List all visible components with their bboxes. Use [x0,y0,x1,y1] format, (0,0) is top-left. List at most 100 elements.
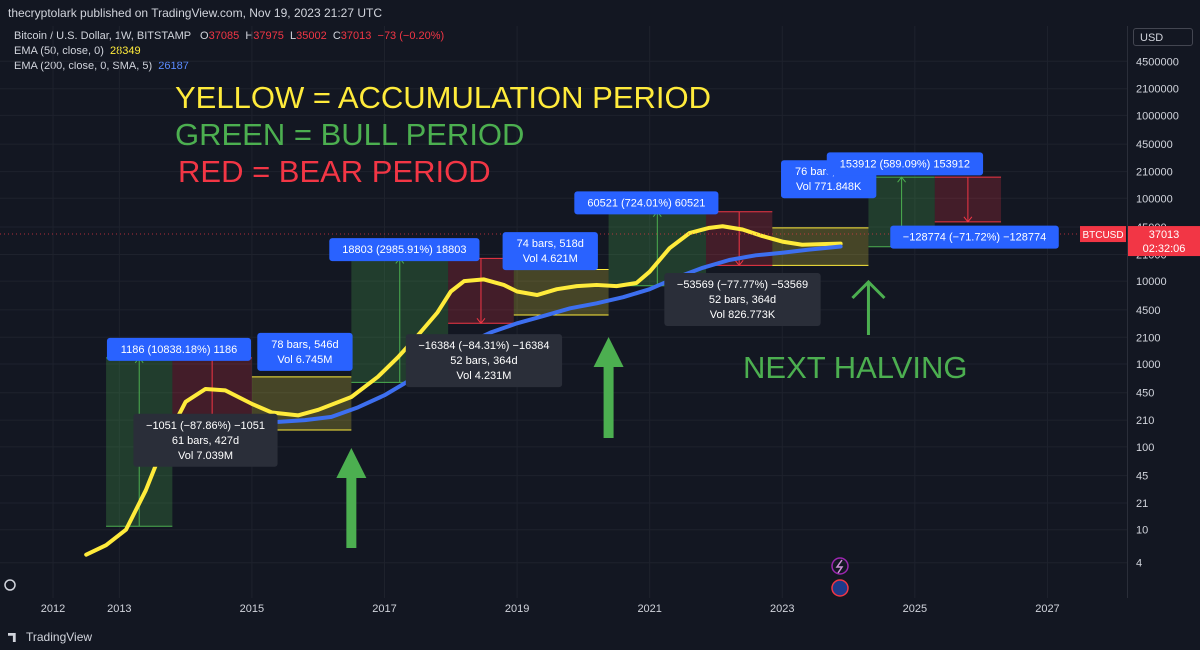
x-tick-label: 2012 [41,603,65,615]
measure-label-box [890,225,1059,249]
annotation-text: RED = BEAR PERIOD [178,154,491,189]
high-value: 37975 [253,30,284,42]
symbol-row[interactable]: Bitcoin / U.S. Dollar, 1W, BITSTAMP O370… [14,29,444,44]
bull-period-arrow-head [897,176,906,183]
high-label: H [245,30,254,42]
halving-arrow [593,337,624,438]
measure-label-text: 18803 (2985.91%) 18803 [342,244,466,256]
ema50-label: EMA (50, close, 0) [14,45,104,57]
measure-label: 78 bars, 546d Vol 6.745M [257,332,353,371]
ema200-line [276,244,843,424]
symbol-label: Bitcoin / U.S. Dollar, 1W, BITSTAMP [14,30,191,42]
annotation-text: YELLOW = ACCUMULATION PERIOD [175,80,711,115]
measure-label-text: 78 bars, 546d [271,339,338,351]
y-tick-label: 1000000 [1136,110,1179,122]
currency-selector[interactable]: USD [1133,28,1193,46]
measure-label-box [329,238,480,262]
x-tick-label: 2025 [903,603,927,615]
measure-label-text: Vol 4.621M [523,253,578,265]
ema200-row[interactable]: EMA (200, close, 0, SMA, 5) 26187 [14,59,444,74]
measure-label: −16384 (−84.31%) −16384 52 bars, 364d Vol … [405,334,563,388]
halving-arrow [336,448,367,548]
tradingview-logo[interactable]: TradingView [8,630,92,644]
measure-label: −53569 (−77.77%) −53569 52 bars, 364d Vol … [664,273,821,327]
ema50-value: 28349 [110,45,141,57]
measure-label-box [133,413,278,467]
y-tick-label: 210000 [1136,167,1173,179]
x-tick-label: 2019 [505,603,529,615]
y-tick-label: 2100 [1136,332,1160,344]
change-value: −73 (−0.20%) [377,30,445,42]
price-axis-separator [1127,26,1128,598]
price-tag-box [1128,226,1200,257]
measure-label-text: −128774 (−71.72%) −128774 [903,232,1046,244]
top-bar: thecryptolark published on TradingView.c… [0,0,1200,26]
annotation-text: NEXT HALVING [743,350,968,385]
measure-label-text: Vol 6.745M [277,354,332,366]
ema50-row[interactable]: EMA (50, close, 0) 28349 [14,44,444,59]
measure-label-box [826,152,984,176]
drawing-tool-icon [4,579,16,591]
y-tick-label: 100 [1136,442,1154,454]
measure-label: 60521 (724.01%) 60521 [574,191,719,215]
price-tag-value: 37013 [1149,229,1180,241]
measure-label-text: −1051 (−87.86%) −1051 [146,420,265,432]
measure-label: 1186 (10838.18%) 1186 [106,337,252,361]
low-label: L [290,30,297,42]
open-value: 37085 [208,30,240,42]
measure-label-text: 52 bars, 364d [709,294,776,306]
symbol-tag-box [1080,226,1126,243]
y-tick-label: 45 [1136,471,1148,483]
measure-label-text: −16384 (−84.31%) −16384 [418,340,549,352]
y-tick-label: 2100000 [1136,84,1179,96]
y-tick-label: 10000 [1136,276,1167,288]
measure-label: 153912 (589.09%) 153912 [826,152,984,176]
tradingview-mark-icon [8,633,16,642]
lightning-bolt-icon [835,559,844,574]
measure-label-text: 52 bars, 364d [450,355,517,367]
ema50-line [84,224,843,557]
bear-period-arrow-head [734,260,744,267]
measure-label: −128774 (−71.72%) −128774 [890,225,1059,249]
y-tick-label: 210 [1136,415,1154,427]
measure-label-box [574,191,719,215]
measure-label-box [106,337,252,361]
measure-label-box [502,232,598,271]
published-by-text: thecryptolark published on TradingView.c… [8,6,382,20]
low-value: 35002 [296,30,327,42]
y-tick-label: 100000 [1136,193,1173,205]
y-tick-label: 4500000 [1136,56,1179,68]
y-tick-label: 450000 [1136,139,1173,151]
annotation-text: GREEN = BULL PERIOD [175,117,524,152]
open-label: O [200,30,209,42]
measure-label-text: 1186 (10838.18%) 1186 [121,344,237,356]
y-tick-label: 21 [1136,498,1148,510]
measure-label-box [405,334,563,388]
measure-label: 18803 (2985.91%) 18803 [329,238,480,262]
y-tick-label: 1000 [1136,359,1160,371]
measure-label-text: Vol 7.039M [178,450,233,462]
ema200-label: EMA (200, close, 0, SMA, 5) [14,60,153,72]
measure-label-box [664,273,821,327]
measure-label-text: 153912 (589.09%) 153912 [840,158,970,170]
x-tick-label: 2015 [240,603,264,615]
close-label: C [332,30,341,42]
measure-label-text: 60521 (724.01%) 60521 [587,197,705,209]
bear-period-arrow-head [963,216,973,223]
measure-label: 74 bars, 518d Vol 4.621M [502,232,598,271]
measure-label: −1051 (−87.86%) −1051 61 bars, 427d Vol 7.… [133,413,278,467]
x-tick-label: 2017 [372,603,396,615]
x-tick-label: 2023 [770,603,794,615]
measure-label-text: Vol 4.231M [456,370,511,382]
y-tick-label: 10 [1136,525,1148,537]
chart-legend: Bitcoin / U.S. Dollar, 1W, BITSTAMP O370… [14,29,444,74]
y-tick-label: 450 [1136,388,1154,400]
symbol-tag-text: BTCUSD [1082,230,1123,241]
x-tick-label: 2013 [107,603,131,615]
ema200-value: 26187 [158,60,189,72]
bear-period-arrow-head [476,317,486,325]
footer [0,622,1200,650]
y-tick-label: 4 [1136,558,1142,570]
y-tick-label: 4500 [1136,305,1160,317]
